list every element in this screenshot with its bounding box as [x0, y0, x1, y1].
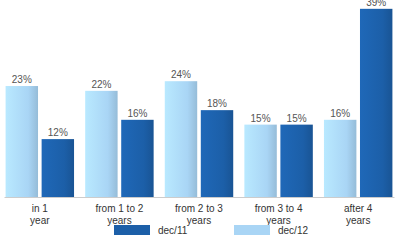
x-tick: in 1year — [30, 197, 50, 226]
x-tick-label: from 1 to 2years — [96, 203, 144, 226]
legend-label: dec/11 — [158, 225, 188, 236]
x-axis: in 1year from 1 to 2years from 2 to 3years… — [5, 197, 395, 226]
x-tick: from 2 to 3years — [175, 197, 223, 226]
bar — [280, 125, 312, 197]
data-label: 18% — [207, 98, 227, 109]
x-axis-line — [5, 197, 395, 198]
bar — [42, 139, 74, 197]
legend-swatch — [114, 225, 150, 235]
x-tick-label: after 4years — [344, 203, 373, 226]
x-tick-label: in 1year — [30, 203, 50, 226]
x-tick: after 4years — [344, 197, 373, 226]
bar — [244, 125, 276, 197]
data-label: 15% — [251, 113, 271, 124]
x-tick-label: from 2 to 3years — [175, 203, 223, 226]
bars — [6, 9, 393, 197]
data-label: 39% — [366, 0, 386, 8]
data-label: 15% — [287, 113, 307, 124]
x-tick: from 3 to 4years — [255, 197, 303, 226]
data-label: 12% — [48, 127, 68, 138]
bar — [324, 120, 356, 197]
data-label: 16% — [330, 108, 350, 119]
legend: dec/11 dec/12 — [114, 225, 308, 236]
data-label: 16% — [127, 108, 147, 119]
x-tick-label: from 3 to 4years — [255, 203, 303, 226]
bar — [360, 9, 392, 197]
legend-swatch — [234, 225, 270, 235]
bar — [201, 110, 233, 197]
data-labels: 23% 22% 24% 15% 16% 12% 16% 18% 15% 39% — [12, 0, 387, 138]
data-label: 23% — [12, 74, 32, 85]
bar — [85, 91, 117, 197]
bar — [121, 120, 153, 197]
bar — [6, 86, 38, 197]
x-tick: from 1 to 2years — [96, 197, 144, 226]
data-label: 24% — [171, 69, 191, 80]
legend-label: dec/12 — [278, 225, 308, 236]
bar — [165, 81, 197, 197]
data-label: 22% — [91, 79, 111, 90]
chart: 23% 22% 24% 15% 16% 12% 16% 18% 15% 39% in 1year fr… — [0, 0, 400, 241]
